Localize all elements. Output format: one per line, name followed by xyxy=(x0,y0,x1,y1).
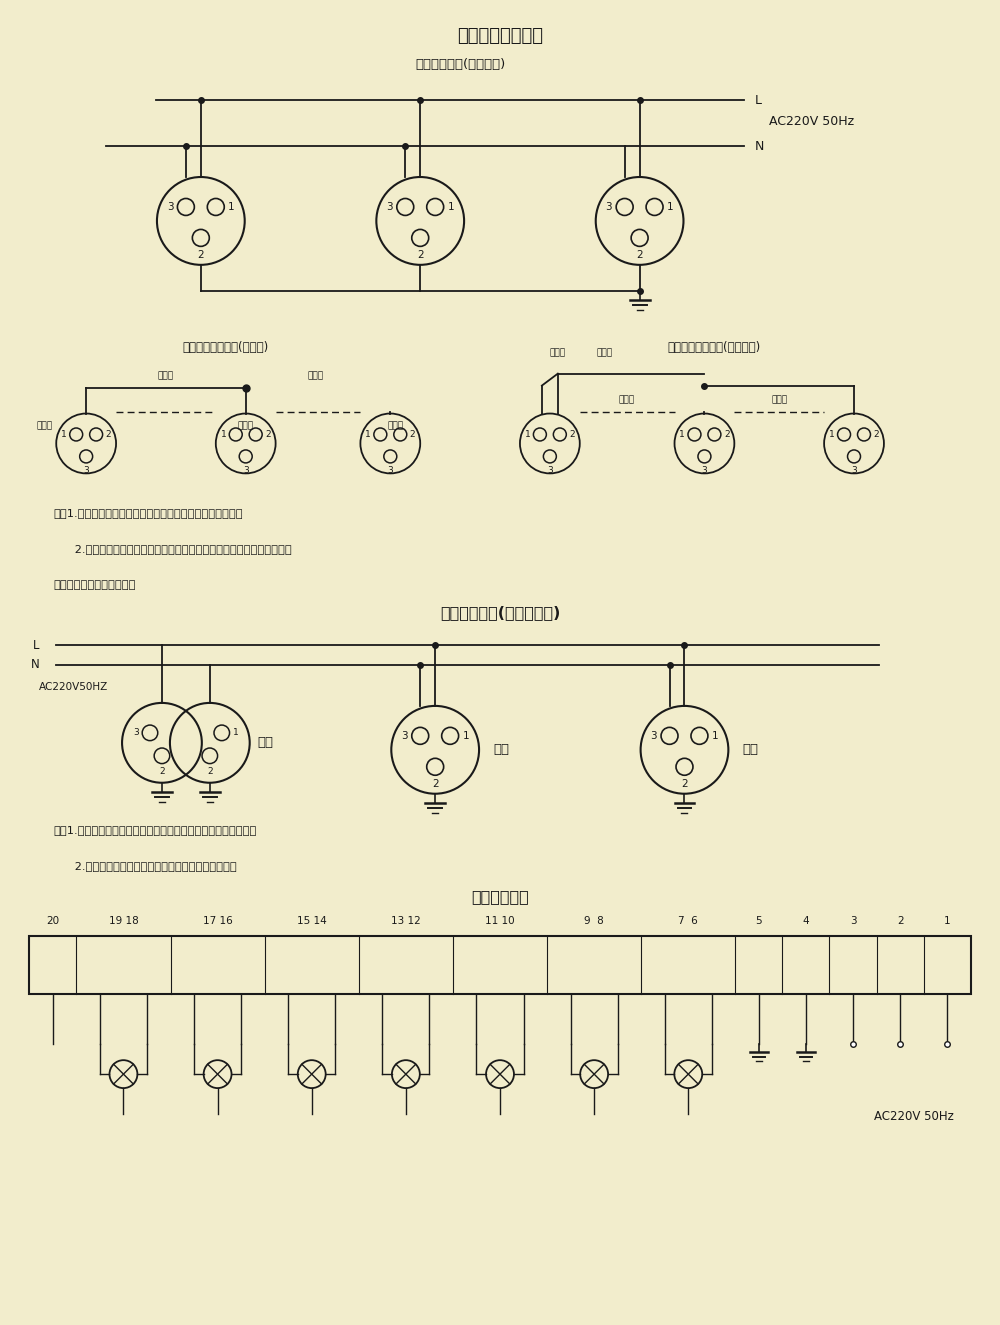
Text: 3: 3 xyxy=(167,201,173,212)
Text: 2: 2 xyxy=(106,431,111,439)
Text: 电源线接线圈(航空插头): 电源线接线圈(航空插头) xyxy=(415,58,505,70)
Text: 1: 1 xyxy=(448,201,454,212)
Text: 1: 1 xyxy=(525,431,530,439)
Text: 3: 3 xyxy=(850,917,856,926)
Text: 3: 3 xyxy=(851,466,857,474)
Text: 2: 2 xyxy=(159,767,165,775)
Text: AC220V 50Hz: AC220V 50Hz xyxy=(769,115,854,127)
Text: 13 12: 13 12 xyxy=(391,917,421,926)
Text: AC220V 50Hz: AC220V 50Hz xyxy=(874,1109,954,1122)
Text: 2: 2 xyxy=(207,767,213,775)
Text: 3: 3 xyxy=(547,466,553,474)
Text: 2: 2 xyxy=(432,779,438,790)
Text: 15 14: 15 14 xyxy=(297,917,327,926)
Text: 1: 1 xyxy=(61,431,67,439)
Text: 3: 3 xyxy=(387,466,393,474)
Text: 9  8: 9 8 xyxy=(584,917,604,926)
Text: 红芯线: 红芯线 xyxy=(238,421,254,431)
Text: 黄芯线: 黄芯线 xyxy=(597,348,613,358)
Text: 航空障碍灯接线图: 航空障碍灯接线图 xyxy=(457,28,543,45)
Text: 屏蔽线: 屏蔽线 xyxy=(771,395,787,404)
Text: 则不用（特种型号除外）。: 则不用（特种型号除外）。 xyxy=(53,580,136,590)
Text: 1: 1 xyxy=(712,731,719,741)
Text: 1: 1 xyxy=(228,201,235,212)
Text: 控制箱接线图: 控制箱接线图 xyxy=(471,889,529,904)
Text: 2: 2 xyxy=(897,917,903,926)
Bar xyxy=(29,937,971,994)
Text: 2: 2 xyxy=(417,250,424,261)
Text: 同步线接线示意图(慢启动): 同步线接线示意图(慢启动) xyxy=(183,341,269,354)
Text: 3: 3 xyxy=(702,466,707,474)
Text: 注：1.屏蔽线的红芯为输出信号，屏蔽线的黄芯为接受信号。: 注：1.屏蔽线的红芯为输出信号，屏蔽线的黄芯为接受信号。 xyxy=(53,509,243,518)
Text: L: L xyxy=(33,639,39,652)
Text: 2: 2 xyxy=(569,431,575,439)
Text: 1: 1 xyxy=(221,431,226,439)
Text: 11 10: 11 10 xyxy=(485,917,515,926)
Text: 1: 1 xyxy=(829,431,835,439)
Text: 3: 3 xyxy=(401,731,408,741)
Text: 3: 3 xyxy=(83,466,89,474)
Text: 2: 2 xyxy=(198,250,204,261)
Text: 1: 1 xyxy=(365,431,371,439)
Text: N: N xyxy=(754,139,764,152)
Text: 3: 3 xyxy=(386,201,393,212)
Text: 2.采用主控灯控制，性能十分稳定可靠，布线简单。: 2.采用主控灯控制，性能十分稳定可靠，布线简单。 xyxy=(53,860,237,871)
Text: 4: 4 xyxy=(803,917,809,926)
Text: 20: 20 xyxy=(46,917,59,926)
Text: 5: 5 xyxy=(756,917,762,926)
Text: 17 16: 17 16 xyxy=(203,917,232,926)
Text: 2: 2 xyxy=(681,779,688,790)
Text: 1: 1 xyxy=(679,431,685,439)
Text: 2: 2 xyxy=(265,431,271,439)
Text: 屏蔽线: 屏蔽线 xyxy=(158,371,174,380)
Text: 2: 2 xyxy=(724,431,730,439)
Text: 3: 3 xyxy=(133,729,139,737)
Text: 3: 3 xyxy=(650,731,657,741)
Text: 副灯: 副灯 xyxy=(742,743,758,757)
Text: L: L xyxy=(754,94,761,107)
Text: 2.第一台灯的接受信号线（黄芯）和末尾一台灯的输出信号线（红芯）: 2.第一台灯的接受信号线（黄芯）和末尾一台灯的输出信号线（红芯） xyxy=(53,545,292,554)
Text: 1: 1 xyxy=(233,729,238,737)
Text: 主控灯接线图(也叫母子灯): 主控灯接线图(也叫母子灯) xyxy=(440,606,560,620)
Text: 主灯: 主灯 xyxy=(258,737,274,750)
Text: 2: 2 xyxy=(873,431,879,439)
Text: 1: 1 xyxy=(944,917,950,926)
Text: 19 18: 19 18 xyxy=(109,917,138,926)
Text: 2: 2 xyxy=(410,431,415,439)
Text: AC220V50HZ: AC220V50HZ xyxy=(39,682,109,692)
Text: 红芯线: 红芯线 xyxy=(387,421,403,431)
Text: 7  6: 7 6 xyxy=(678,917,698,926)
Text: 1: 1 xyxy=(463,731,469,741)
Text: 红芯线: 红芯线 xyxy=(36,421,52,431)
Text: 注：1.主灯白天自动关闭，晚上自动打开，副灯与主灯同步闪光。: 注：1.主灯白天自动关闭，晚上自动打开，副灯与主灯同步闪光。 xyxy=(53,824,257,835)
Text: 1: 1 xyxy=(667,201,674,212)
Text: N: N xyxy=(31,659,39,672)
Text: 红芯线: 红芯线 xyxy=(550,348,566,358)
Text: 屏蔽线: 屏蔽线 xyxy=(619,395,635,404)
Text: 副灯: 副灯 xyxy=(493,743,509,757)
Text: 同步线接线示意图(直接启动): 同步线接线示意图(直接启动) xyxy=(668,341,761,354)
Text: 3: 3 xyxy=(243,466,249,474)
Text: 屏蔽线: 屏蔽线 xyxy=(307,371,324,380)
Text: 3: 3 xyxy=(606,201,612,212)
Text: 2: 2 xyxy=(636,250,643,261)
